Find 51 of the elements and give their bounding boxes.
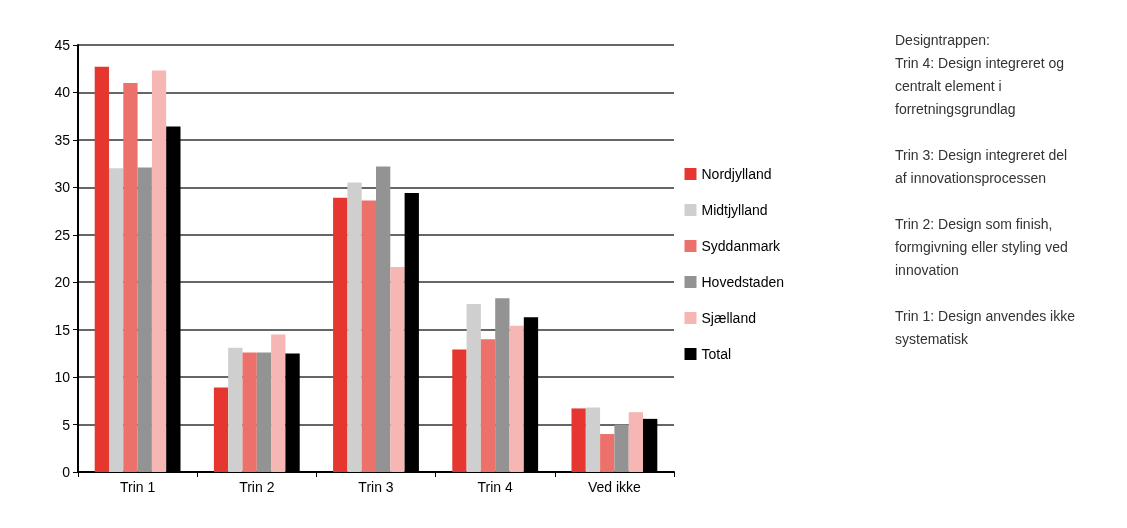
bar xyxy=(256,352,272,472)
bar xyxy=(242,352,257,472)
text: Designtrappen: xyxy=(895,31,990,48)
bar xyxy=(213,387,229,472)
bar xyxy=(137,167,152,472)
y-tick-label: 0 xyxy=(62,464,71,480)
bar xyxy=(495,298,510,472)
y-tick-label: 35 xyxy=(54,131,71,148)
bar xyxy=(614,424,629,472)
x-tick-label: Trin 4 xyxy=(477,479,514,495)
legend-label: Hovedstaden xyxy=(701,274,785,290)
legend-label: Total xyxy=(701,346,732,362)
bar xyxy=(228,347,243,472)
bar xyxy=(509,325,524,472)
bar xyxy=(480,339,496,472)
bar xyxy=(347,182,362,472)
bar xyxy=(151,70,167,472)
bar xyxy=(390,267,405,472)
bar xyxy=(271,334,286,472)
bar xyxy=(333,197,348,472)
x-tick-label: Trin 1 xyxy=(119,479,156,495)
y-tick-label: 10 xyxy=(54,369,71,386)
bar xyxy=(361,200,376,472)
y-tick-label: 15 xyxy=(54,321,71,338)
y-tick-label: 20 xyxy=(54,274,71,291)
bar xyxy=(376,166,391,472)
text: Trin 1: Design anvendes ikke systematisk xyxy=(895,307,1076,347)
legend-label: Nordjylland xyxy=(701,166,772,182)
bar xyxy=(571,408,586,472)
legend-label: Sjælland xyxy=(701,310,756,326)
text: Trin 4: Design integreret og centralt element i forretningsgrundlag xyxy=(895,54,1065,117)
y-tick-label: 25 xyxy=(54,226,71,243)
bar xyxy=(466,304,481,472)
y-tick-label: 5 xyxy=(62,416,71,433)
x-tick-label: Trin 3 xyxy=(358,479,394,495)
legend-label: Midtjylland xyxy=(701,202,768,218)
y-tick-label: 40 xyxy=(54,84,71,101)
bar xyxy=(452,349,467,472)
legend-label: Syddanmark xyxy=(701,238,782,254)
x-tick-label: Ved ikke xyxy=(587,479,642,495)
bar xyxy=(108,168,124,472)
bar xyxy=(94,66,109,472)
bar xyxy=(600,434,615,472)
text: Trin 3: Design integreret del af innovationsprocessen xyxy=(895,146,1068,186)
y-tick-label: 30 xyxy=(54,179,71,196)
text: Trin 2: Design som finish, formgivning eller styling ved innovation xyxy=(895,215,1068,278)
bar xyxy=(585,407,601,472)
bar xyxy=(123,82,138,472)
bar xyxy=(628,412,644,472)
y-tick-label: 45 xyxy=(54,37,71,53)
x-tick-label: Trin 2 xyxy=(239,479,275,495)
